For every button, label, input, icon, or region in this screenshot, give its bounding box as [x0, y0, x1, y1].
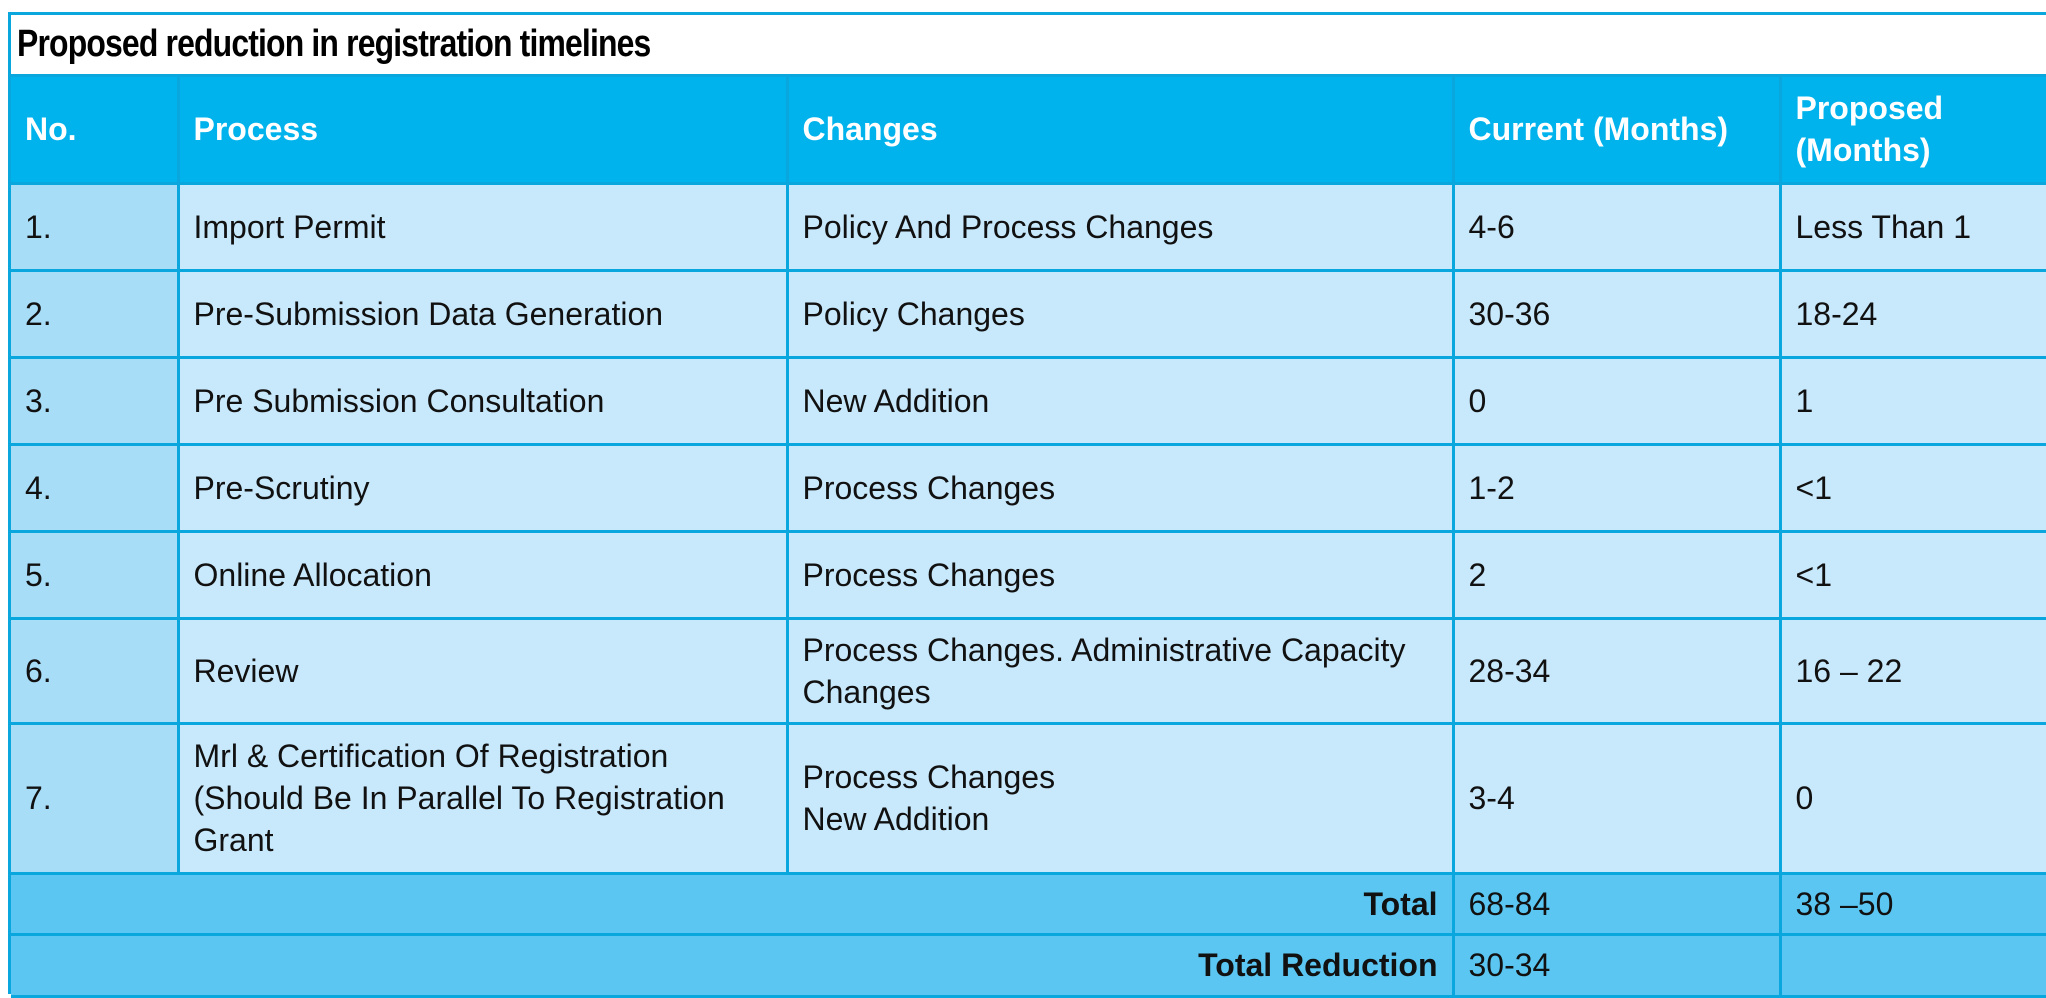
table-body: 1. Import Permit Policy And Process Chan…: [11, 181, 2046, 875]
proposed-cell: 0: [1778, 721, 2046, 875]
process-line: Mrl & Certification Of Registration: [193, 738, 669, 774]
proposed-cell: <1: [1778, 442, 2046, 533]
table-row: 2. Pre-Submission Data Generation Policy…: [11, 268, 2046, 359]
process-line: Grant: [193, 822, 274, 858]
proposed-cell: 18-24: [1778, 268, 2046, 359]
table-row: 3. Pre Submission Consultation New Addit…: [11, 355, 2046, 446]
total-reduction-row: Total Reduction 30-34: [11, 932, 2046, 998]
changes-line: New Addition: [802, 801, 990, 837]
changes-line: Policy And Process Changes: [802, 208, 1214, 245]
current-cell: 4-6: [1451, 181, 1782, 272]
changes-cell: Policy Changes: [785, 268, 1455, 359]
registration-timeline-table-frame: Proposed reduction in registration timel…: [8, 12, 2046, 998]
process-line: (Should Be In Parallel To Registration: [193, 780, 725, 816]
current-cell: 1-2: [1451, 442, 1782, 533]
row-number: 1.: [11, 181, 180, 272]
process-cell: Pre-Submission Data Generation: [176, 268, 789, 359]
row-number: 6.: [11, 616, 180, 725]
proposed-cell: 1: [1778, 355, 2046, 446]
process-cell: Pre Submission Consultation: [176, 355, 789, 446]
current-cell: 30-36: [1451, 268, 1782, 359]
header-current: Current (Months): [1451, 77, 1782, 185]
proposed-cell: 16 – 22: [1778, 616, 2046, 725]
changes-line: Process Changes: [802, 556, 1056, 593]
row-number: 7.: [11, 721, 180, 875]
proposed-cell: Less Than 1: [1778, 181, 2046, 272]
table-title: Proposed reduction in registration timel…: [11, 15, 2046, 77]
process-cell: Mrl & Certification Of Registration (Sho…: [176, 721, 789, 875]
row-number: 2.: [11, 268, 180, 359]
changes-cell: New Addition: [785, 355, 1455, 446]
header-proposed: Proposed (Months): [1778, 77, 2046, 185]
row-number: 5.: [11, 529, 180, 620]
total-proposed: 38 –50: [1778, 871, 2046, 936]
table-row: 4. Pre-Scrutiny Process Changes 1-2 <1: [11, 442, 2046, 533]
proposed-cell: <1: [1778, 529, 2046, 620]
row-number: 4.: [11, 442, 180, 533]
process-line: Pre-Submission Data Generation: [193, 295, 664, 332]
process-line: Pre Submission Consultation: [193, 382, 605, 419]
table-row: 1. Import Permit Policy And Process Chan…: [11, 181, 2046, 272]
header-row: No. Process Changes Current (Months) Pro…: [11, 77, 2046, 185]
changes-cell: Process Changes New Addition: [785, 721, 1455, 875]
row-number: 3.: [11, 355, 180, 446]
timeline-table: No. Process Changes Current (Months) Pro…: [11, 77, 2046, 998]
table-row: 5. Online Allocation Process Changes 2 <…: [11, 529, 2046, 620]
current-cell: 0: [1451, 355, 1782, 446]
current-cell: 2: [1451, 529, 1782, 620]
total-row: Total 68-84 38 –50: [11, 871, 2046, 936]
header-process: Process: [176, 77, 789, 185]
total-reduction-label: Total Reduction: [11, 932, 1455, 998]
process-cell: Import Permit: [176, 181, 789, 272]
changes-cell: Policy And Process Changes: [785, 181, 1455, 272]
changes-cell: Process Changes. Administrative Capacity…: [785, 616, 1455, 725]
current-cell: 3-4: [1451, 721, 1782, 875]
table-row: 7. Mrl & Certification Of Registration (…: [11, 721, 2046, 875]
header-changes: Changes: [785, 77, 1455, 185]
changes-line: Policy Changes: [802, 295, 1025, 332]
table-title-text: Proposed reduction in registration timel…: [17, 23, 651, 65]
header-proposed-line1: Proposed: [1795, 90, 1944, 127]
process-line: Review: [193, 652, 299, 689]
changes-line: Changes: [802, 673, 931, 710]
process-line: Online Allocation: [193, 556, 432, 593]
process-cell: Pre-Scrutiny: [176, 442, 789, 533]
changes-line: Process Changes: [802, 469, 1056, 506]
total-label: Total: [11, 871, 1455, 936]
total-current: 68-84: [1451, 871, 1782, 936]
changes-line: Process Changes: [802, 759, 1056, 795]
changes-cell: Process Changes: [785, 529, 1455, 620]
header-proposed-line2: (Months): [1795, 132, 1931, 169]
changes-cell: Process Changes: [785, 442, 1455, 533]
process-line: Pre-Scrutiny: [193, 469, 370, 506]
changes-line: New Addition: [802, 382, 990, 419]
total-reduction-value: 30-34: [1451, 932, 1782, 998]
process-cell: Review: [176, 616, 789, 725]
process-line: Import Permit: [193, 208, 386, 245]
table-row: 6. Review Process Changes. Administrativ…: [11, 616, 2046, 725]
changes-line: Process Changes. Administrative Capacity: [802, 631, 1406, 668]
process-cell: Online Allocation: [176, 529, 789, 620]
current-cell: 28-34: [1451, 616, 1782, 725]
header-no: No.: [11, 77, 180, 185]
total-reduction-empty: [1778, 932, 2046, 998]
